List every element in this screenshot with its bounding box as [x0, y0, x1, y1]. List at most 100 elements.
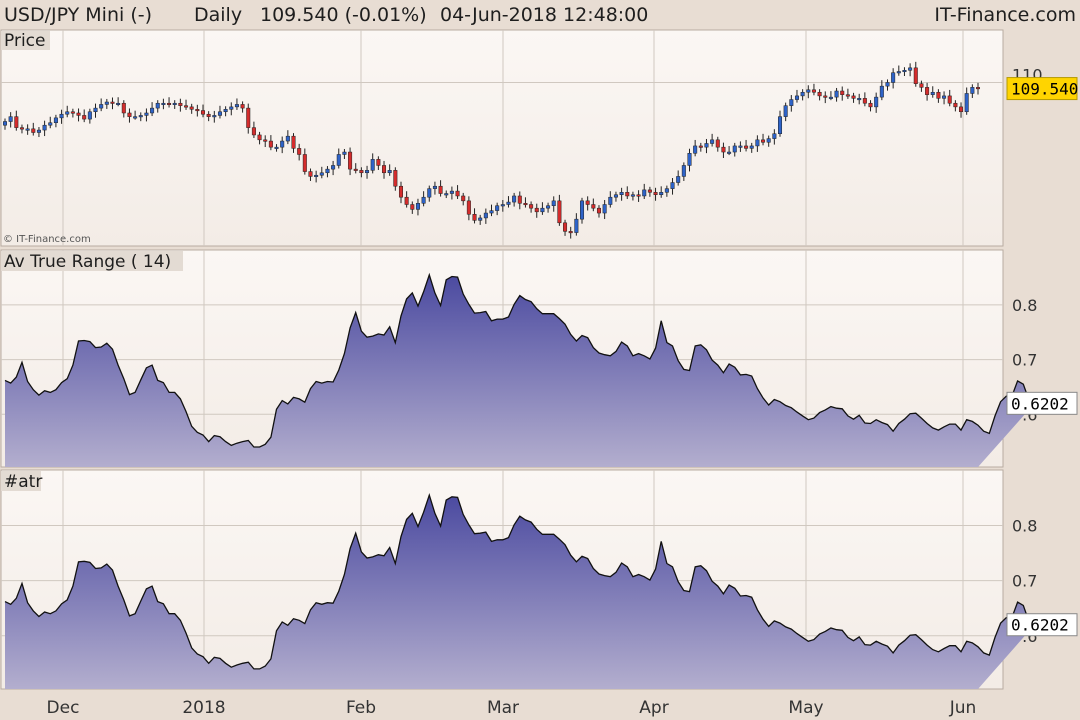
- candle-body: [630, 194, 635, 197]
- candle-body: [585, 200, 590, 205]
- candle-body: [133, 116, 138, 119]
- candle-body: [110, 101, 115, 104]
- candle-body: [325, 168, 330, 174]
- candle-body: [285, 135, 290, 142]
- candle-body: [14, 116, 19, 128]
- candle-body: [800, 91, 805, 97]
- candle-body: [274, 146, 279, 149]
- candle-body: [925, 87, 930, 95]
- candle-body: [53, 117, 58, 123]
- panel-label-bg: [1, 251, 183, 271]
- candle-body: [811, 89, 816, 93]
- candle-body: [280, 140, 285, 148]
- candle-body: [65, 111, 70, 115]
- candle-body: [834, 90, 839, 98]
- candle-body: [398, 185, 403, 198]
- candle-body: [755, 139, 760, 147]
- candle-body: [738, 145, 743, 148]
- candle-body: [217, 111, 222, 116]
- atr-area-fill: [5, 495, 1035, 689]
- candle-body: [359, 170, 364, 174]
- candle-body: [659, 192, 664, 195]
- candle-body: [500, 204, 505, 207]
- candle-body: [942, 95, 947, 99]
- candle-body: [268, 140, 273, 148]
- candle-body: [449, 190, 454, 194]
- candle-body: [336, 154, 341, 166]
- candle-body: [370, 159, 375, 171]
- datetime-label: 04-Jun-2018 12:48:00: [440, 4, 649, 26]
- candle-body: [806, 89, 811, 93]
- candle-body: [727, 151, 732, 154]
- candle-body: [427, 188, 432, 198]
- candle-body: [721, 146, 726, 153]
- candle-body: [930, 91, 935, 95]
- candle-body: [25, 128, 30, 131]
- candle-body: [778, 116, 783, 134]
- candle-body: [342, 151, 347, 155]
- candle-body: [444, 193, 449, 196]
- candle-body: [608, 196, 613, 205]
- candle-body: [87, 111, 92, 120]
- candle-body: [489, 210, 494, 214]
- candle-body: [331, 165, 336, 170]
- candle-body: [772, 133, 777, 139]
- candle-body: [551, 200, 556, 206]
- brand-label[interactable]: IT-Finance.com: [934, 4, 1076, 26]
- candle-body: [36, 129, 41, 133]
- candle-body: [862, 98, 867, 104]
- price-change-label: 109.540 (-0.01%): [260, 4, 427, 26]
- candle-body: [297, 148, 302, 155]
- candle-body: [432, 185, 437, 189]
- candle-body: [919, 83, 924, 88]
- candle-body: [42, 124, 47, 131]
- candle-body: [348, 151, 353, 170]
- candle-body: [557, 200, 562, 224]
- candle-body: [868, 102, 873, 108]
- candle-body: [670, 182, 675, 189]
- candle-body: [246, 107, 251, 128]
- candle-body: [710, 139, 715, 144]
- candle-body: [534, 207, 539, 213]
- candle-body: [421, 196, 426, 204]
- symbol-label[interactable]: USD/JPY Mini (-): [4, 4, 153, 26]
- x-tick-label: 2018: [182, 698, 225, 718]
- candle-body: [308, 171, 313, 177]
- candle-body: [393, 170, 398, 187]
- candle-body: [891, 72, 896, 83]
- candle-body: [189, 106, 194, 110]
- candle-body: [116, 102, 121, 105]
- period-label[interactable]: Daily: [194, 4, 243, 26]
- candle-body: [857, 98, 862, 101]
- x-tick-label: Feb: [346, 698, 376, 718]
- x-tick-label: Apr: [639, 698, 668, 718]
- candle-body: [240, 104, 245, 109]
- candle-body: [970, 87, 975, 94]
- chart-header: USD/JPY Mini (-) Daily 109.540 (-0.01%) …: [0, 0, 1080, 30]
- candle-body: [478, 217, 483, 221]
- x-tick-label: Dec: [47, 698, 80, 718]
- candle-body: [523, 203, 528, 206]
- candle-body: [828, 96, 833, 99]
- candle-body: [698, 145, 703, 148]
- candle-body: [744, 145, 749, 149]
- candle-body: [353, 168, 358, 171]
- candle-body: [840, 90, 845, 95]
- y-tick-label: 0.8: [1012, 516, 1037, 535]
- candle-body: [206, 113, 211, 117]
- candle-body: [138, 115, 143, 118]
- price-panel-label-bg: [1, 31, 50, 50]
- candle-body: [902, 70, 907, 73]
- candle-body: [212, 115, 217, 118]
- candle-body: [613, 194, 618, 198]
- candle-body: [144, 112, 149, 116]
- candle-body: [975, 87, 981, 90]
- current-price-badge: [1006, 77, 1078, 101]
- x-tick-label: Jun: [949, 698, 977, 718]
- price-panel-label: Price: [4, 31, 45, 51]
- candle-body: [8, 116, 13, 122]
- candle-body: [404, 196, 409, 205]
- candle-body: [823, 95, 828, 98]
- candle-body: [223, 109, 228, 113]
